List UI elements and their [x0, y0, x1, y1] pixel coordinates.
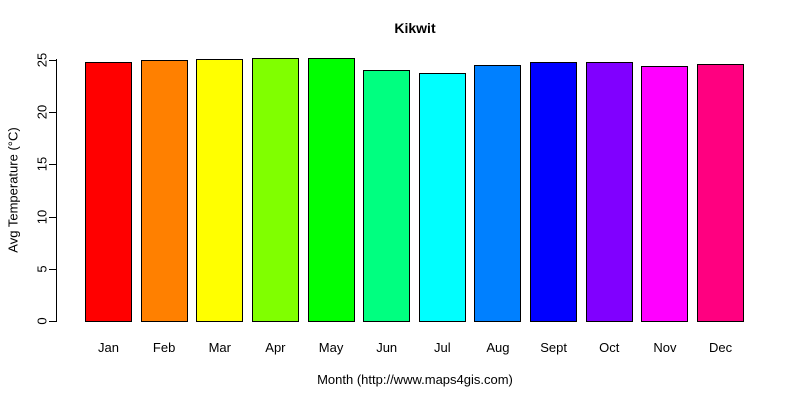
bar-oct: [585, 62, 633, 322]
x-tick-label-feb: Feb: [152, 340, 176, 355]
x-tick-label-jan: Jan: [98, 340, 119, 355]
x-tick-label-jun: Jun: [376, 340, 398, 355]
y-tick-label-text: 10: [34, 209, 50, 224]
y-tick-25: [49, 60, 56, 61]
bar-jul: [418, 72, 466, 322]
x-axis-title: Month (http://www.maps4gis.com): [317, 372, 513, 387]
y-tick-0: [49, 321, 56, 322]
bar-may: [307, 57, 355, 322]
y-axis-line: [56, 59, 57, 322]
y-tick-5: [49, 268, 56, 270]
bar-dec: [697, 64, 745, 322]
x-tick-label-sept: Sept: [540, 340, 567, 355]
x-tick-label-aug: Aug: [486, 340, 510, 355]
chart-title: Kikwit: [394, 20, 436, 36]
y-axis-title-text: Avg Temperature (°C): [5, 127, 21, 253]
bar-feb: [140, 60, 188, 322]
x-tick-label-mar: Mar: [208, 340, 231, 355]
x-tick-label-may: May: [318, 340, 344, 355]
bar-jun: [363, 70, 411, 322]
y-tick-label-text: 0: [34, 317, 50, 325]
x-tick-label-nov: Nov: [653, 340, 677, 355]
x-tick-label-apr: Apr: [265, 340, 286, 355]
bar-jan: [85, 62, 132, 322]
x-tick-label-jul: Jul: [434, 340, 451, 355]
bar-nov: [641, 66, 689, 322]
y-tick-label-text: 5: [34, 265, 50, 273]
bar-aug: [474, 65, 522, 322]
bar-sept: [530, 62, 578, 322]
y-tick-label-text: 20: [34, 104, 50, 120]
y-tick-10: [49, 216, 56, 218]
bar-apr: [251, 57, 299, 322]
y-tick-15: [49, 164, 56, 166]
y-tick-label-text: 15: [34, 157, 50, 172]
y-tick-20: [49, 112, 56, 114]
x-tick-label-oct: Oct: [599, 340, 620, 355]
x-tick-label-dec: Dec: [708, 340, 733, 355]
y-tick-label-text: 25: [34, 52, 50, 68]
bar-mar: [196, 58, 244, 322]
